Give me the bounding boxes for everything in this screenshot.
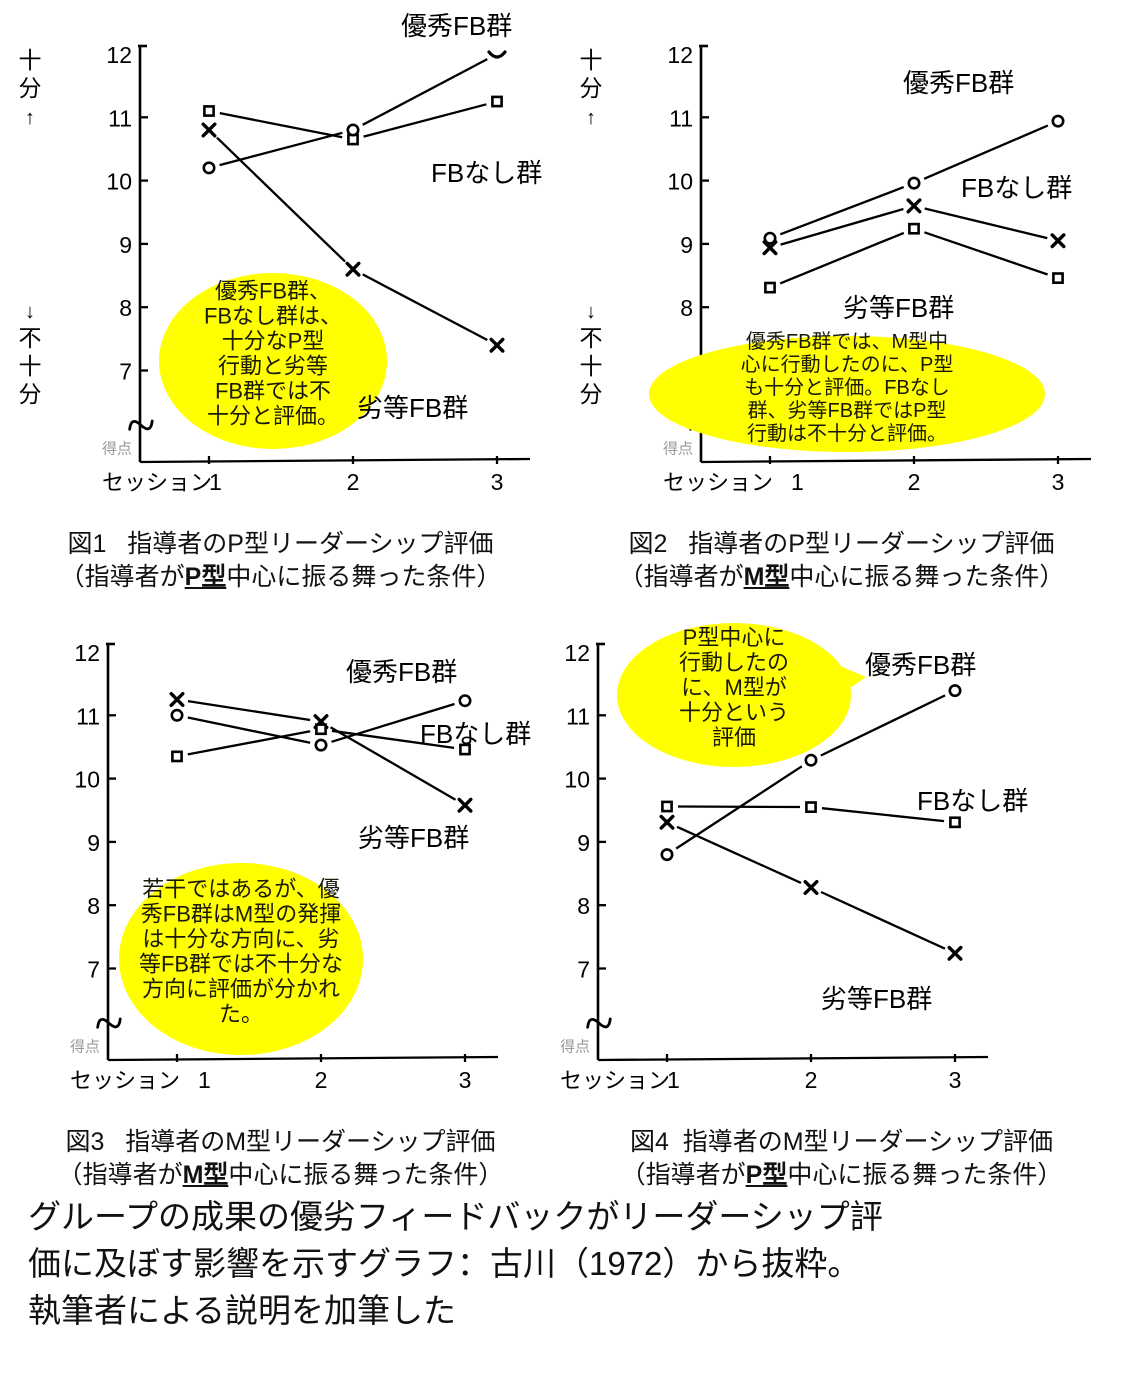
svg-text:10: 10	[667, 169, 693, 195]
svg-text:セッション: セッション	[663, 470, 773, 495]
svg-text:優秀FB群: 優秀FB群	[346, 657, 457, 687]
svg-text:十分という: 十分という	[679, 700, 789, 725]
svg-text:優秀FB群: 優秀FB群	[903, 68, 1014, 98]
svg-text:劣等FB群: 劣等FB群	[357, 393, 468, 423]
svg-text:優秀FB群: 優秀FB群	[401, 11, 512, 41]
svg-text:分: 分	[19, 381, 42, 407]
svg-text:劣等FB群: 劣等FB群	[821, 984, 932, 1014]
svg-text:8: 8	[680, 295, 693, 321]
svg-text:不: 不	[580, 325, 603, 351]
svg-text:方向に評価が分かれ: 方向に評価が分かれ	[142, 977, 340, 1002]
svg-text:FBなし群: FBなし群	[917, 786, 1028, 816]
svg-text:12: 12	[74, 640, 100, 666]
svg-text:8: 8	[119, 295, 132, 321]
svg-text:優秀FB群では、M型中: 優秀FB群では、M型中	[746, 330, 948, 353]
svg-text:劣等FB群: 劣等FB群	[843, 293, 954, 323]
svg-text:1: 1	[791, 469, 804, 495]
svg-text:に、M型が: に、M型が	[681, 675, 787, 700]
svg-text:9: 9	[680, 232, 693, 258]
svg-text:十分と評価。: 十分と評価。	[207, 404, 339, 429]
svg-text:10: 10	[106, 169, 132, 195]
svg-text:11: 11	[76, 703, 100, 729]
svg-text:優秀FB群: 優秀FB群	[865, 650, 976, 680]
svg-text:得点: 得点	[70, 1039, 100, 1056]
svg-text:↓: ↓	[586, 301, 596, 323]
svg-text:2: 2	[908, 469, 921, 495]
svg-text:10: 10	[74, 767, 100, 793]
svg-text:も十分と評価。FBなし: も十分と評価。FBなし	[744, 376, 950, 399]
svg-text:P型中心に: P型中心に	[683, 625, 786, 650]
svg-text:3: 3	[459, 1067, 472, 1093]
svg-text:7: 7	[577, 957, 590, 983]
svg-text:↑: ↑	[25, 107, 35, 129]
svg-text:分: 分	[580, 75, 603, 101]
svg-text:11: 11	[669, 105, 693, 131]
svg-text:十: 十	[580, 353, 603, 379]
svg-text:2: 2	[315, 1067, 328, 1093]
svg-text:7: 7	[87, 957, 100, 983]
svg-text:FB群では不: FB群では不	[215, 379, 331, 404]
svg-text:12: 12	[667, 42, 693, 68]
svg-text:十: 十	[580, 47, 603, 73]
svg-text:9: 9	[577, 830, 590, 856]
svg-text:↑: ↑	[586, 107, 596, 129]
svg-text:行動は不十分と評価。: 行動は不十分と評価。	[747, 422, 947, 445]
svg-text:優秀FB群、: 優秀FB群、	[215, 279, 331, 304]
svg-text:心に行動したのに、P型: 心に行動したのに、P型	[741, 353, 954, 376]
svg-text:11: 11	[108, 105, 132, 131]
svg-text:行動と劣等: 行動と劣等	[218, 354, 328, 379]
svg-text:群、劣等FB群ではP型: 群、劣等FB群ではP型	[748, 399, 947, 422]
svg-text:十: 十	[19, 353, 42, 379]
svg-text:3: 3	[1052, 469, 1065, 495]
svg-text:は十分な方向に、劣: は十分な方向に、劣	[142, 927, 339, 952]
svg-text:12: 12	[564, 640, 590, 666]
svg-text:セッション: セッション	[70, 1068, 180, 1093]
svg-text:セッション: セッション	[561, 1068, 670, 1093]
svg-text:得点: 得点	[663, 441, 693, 458]
svg-text:十: 十	[19, 47, 42, 73]
svg-text:9: 9	[119, 232, 132, 258]
svg-text:3: 3	[491, 469, 504, 495]
svg-text:2: 2	[347, 469, 360, 495]
svg-text:10: 10	[564, 767, 590, 793]
svg-text:若干ではあるが、優: 若干ではあるが、優	[142, 877, 340, 902]
svg-text:FBなし群: FBなし群	[431, 158, 542, 188]
svg-text:1: 1	[198, 1067, 211, 1093]
svg-text:等FB群では不十分な: 等FB群では不十分な	[139, 952, 343, 977]
svg-text:FBなし群: FBなし群	[420, 719, 531, 749]
svg-text:8: 8	[87, 893, 100, 919]
svg-text:11: 11	[566, 703, 590, 729]
svg-text:1: 1	[667, 1067, 680, 1093]
svg-text:セッション: セッション	[102, 470, 212, 495]
svg-text:不: 不	[19, 325, 42, 351]
svg-text:3: 3	[949, 1067, 962, 1093]
svg-text:得点: 得点	[102, 441, 132, 458]
svg-text:分: 分	[19, 75, 42, 101]
svg-text:FBなし群: FBなし群	[961, 173, 1072, 203]
svg-text:得点: 得点	[561, 1039, 590, 1056]
svg-text:十分なP型: 十分なP型	[222, 329, 325, 354]
svg-text:劣等FB群: 劣等FB群	[358, 823, 469, 853]
svg-text:評価: 評価	[712, 725, 756, 750]
svg-text:2: 2	[805, 1067, 818, 1093]
svg-text:↓: ↓	[25, 301, 35, 323]
svg-text:9: 9	[87, 830, 100, 856]
svg-text:1: 1	[209, 469, 222, 495]
svg-text:12: 12	[106, 42, 132, 68]
svg-text:行動したの: 行動したの	[679, 650, 789, 675]
svg-text:分: 分	[580, 381, 603, 407]
svg-text:秀FB群はM型の発揮: 秀FB群はM型の発揮	[141, 902, 341, 927]
svg-text:7: 7	[119, 359, 132, 385]
svg-text:FBなし群は、: FBなし群は、	[204, 304, 342, 329]
svg-text:た。: た。	[219, 1002, 263, 1027]
svg-text:8: 8	[577, 893, 590, 919]
